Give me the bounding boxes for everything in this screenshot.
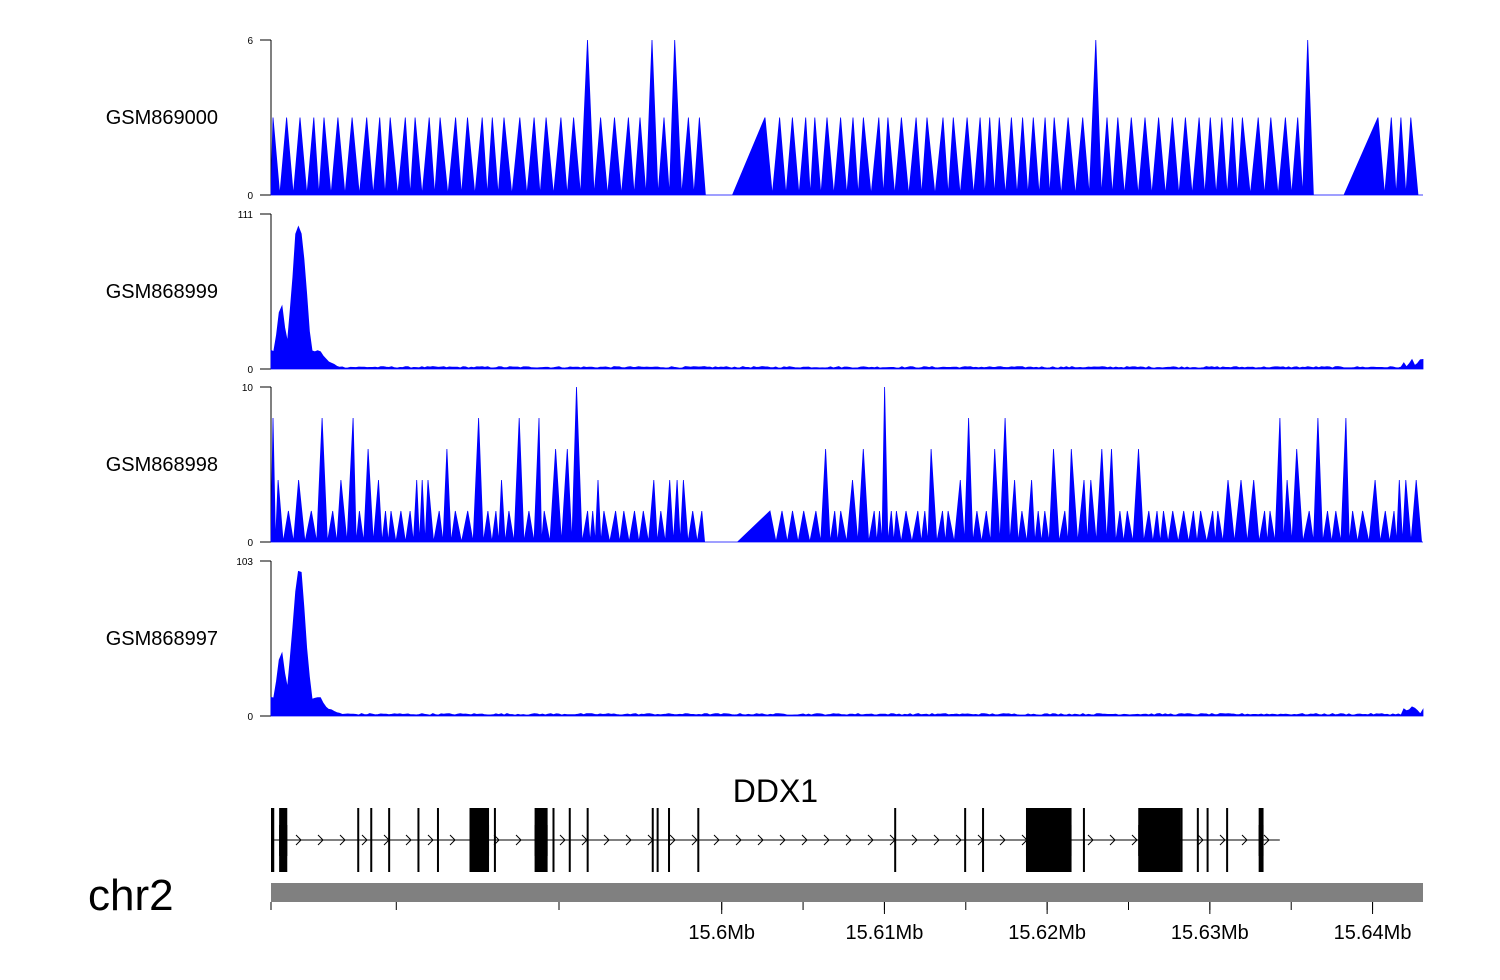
- exon: [1226, 808, 1229, 872]
- strand-arrow: [669, 834, 676, 846]
- strand-arrow: [823, 834, 830, 846]
- y-max-label: 6: [247, 36, 253, 47]
- strand-arrow: [295, 834, 302, 846]
- exon: [651, 808, 654, 872]
- strand-arrow: [801, 834, 808, 846]
- strand-arrow: [625, 834, 632, 846]
- exon-block: [534, 825, 548, 856]
- track-label: GSM869000: [106, 107, 218, 129]
- exon-block: [1138, 825, 1181, 856]
- exon: [656, 808, 659, 872]
- signal-area: [270, 570, 1424, 717]
- exon: [388, 808, 391, 872]
- exon: [982, 808, 985, 872]
- exon: [493, 808, 496, 872]
- exon: [552, 808, 555, 872]
- axis-tick-label: 15.62Mb: [1008, 922, 1086, 944]
- strand-arrow: [779, 834, 786, 846]
- strand-arrow: [867, 834, 874, 846]
- strand-arrow: [757, 834, 764, 846]
- strand-arrow: [1241, 834, 1248, 846]
- strand-arrow: [515, 834, 522, 846]
- y-max-label: 103: [236, 557, 253, 568]
- ideogram-bar: [271, 883, 1423, 902]
- y-min-label: 0: [247, 538, 253, 549]
- exon: [436, 808, 439, 872]
- strand-arrow: [845, 834, 852, 846]
- strand-arrow: [1087, 834, 1094, 846]
- strand-arrow: [603, 834, 610, 846]
- strand-arrow: [1263, 834, 1270, 846]
- strand-arrow: [339, 834, 346, 846]
- exon: [357, 808, 360, 872]
- exon: [668, 808, 671, 872]
- strand-arrow: [427, 834, 434, 846]
- axis-tick-label: 15.6Mb: [688, 922, 755, 944]
- exon: [697, 808, 700, 872]
- exon: [370, 808, 373, 872]
- y-min-label: 0: [247, 365, 253, 376]
- gene-name: DDX1: [733, 773, 818, 809]
- exon: [1196, 808, 1199, 872]
- strand-arrow: [405, 834, 412, 846]
- signal-area: [270, 39, 1423, 196]
- exon: [1082, 808, 1085, 872]
- strand-arrow: [691, 834, 698, 846]
- strand-arrow: [955, 834, 962, 846]
- strand-arrow: [1219, 834, 1226, 846]
- strand-arrow: [449, 834, 456, 846]
- strand-arrow: [317, 834, 324, 846]
- strand-arrow: [1131, 834, 1138, 846]
- strand-arrow: [999, 834, 1006, 846]
- y-max-label: 10: [242, 383, 254, 394]
- y-min-label: 0: [247, 712, 253, 723]
- strand-arrow: [1197, 834, 1204, 846]
- chromosome-label: chr2: [88, 871, 174, 920]
- strand-arrow: [559, 834, 566, 846]
- strand-arrow: [713, 834, 720, 846]
- exon: [1180, 808, 1183, 872]
- strand-arrow: [933, 834, 940, 846]
- exon: [894, 808, 897, 872]
- exon: [1206, 808, 1209, 872]
- exon: [964, 808, 967, 872]
- exon: [271, 808, 275, 872]
- strand-arrow: [361, 834, 368, 846]
- exon-block: [1258, 825, 1264, 856]
- axis-tick-label: 15.61Mb: [846, 922, 924, 944]
- strand-arrow: [735, 834, 742, 846]
- exon: [568, 808, 571, 872]
- strand-arrow: [911, 834, 918, 846]
- axis-tick-label: 15.63Mb: [1171, 922, 1249, 944]
- exon-block: [469, 825, 490, 856]
- track-label: GSM868997: [106, 628, 218, 650]
- track-label: GSM868998: [106, 454, 218, 476]
- signal-area: [270, 386, 1423, 543]
- y-min-label: 0: [247, 191, 253, 202]
- axis-tick-label: 15.64Mb: [1334, 922, 1412, 944]
- strand-arrow: [1109, 834, 1116, 846]
- y-max-label: 111: [238, 210, 254, 221]
- exon: [586, 808, 589, 872]
- signal-area: [270, 225, 1424, 370]
- exon-block: [1025, 825, 1072, 856]
- exon-block: [279, 825, 288, 856]
- exon: [417, 808, 420, 872]
- track-label: GSM868999: [106, 281, 218, 303]
